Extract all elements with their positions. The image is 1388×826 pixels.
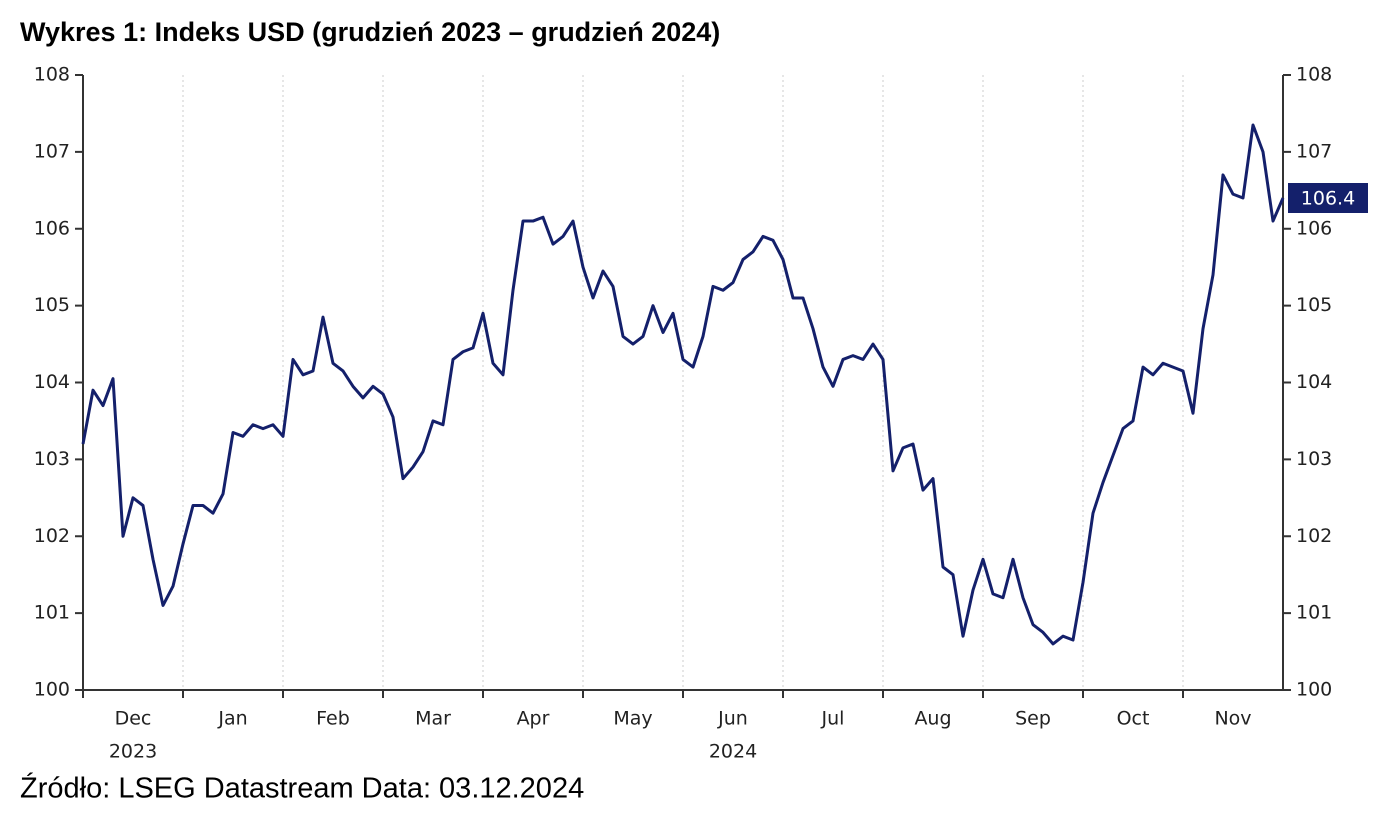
x-tick-label: Feb <box>316 708 350 730</box>
y-tick-label: 107 <box>34 140 70 162</box>
x-tick-label: Nov <box>1214 708 1251 730</box>
last-value-label: 106.4 <box>1301 188 1355 210</box>
y-tick-label: 104 <box>34 371 70 393</box>
x-tick-label: Dec <box>115 708 152 730</box>
x-tick-label: Jun <box>717 708 748 730</box>
line <box>81 123 1285 646</box>
y-tick-label: 100 <box>34 679 70 701</box>
y-tick-label: 106 <box>34 217 70 239</box>
x-tick-label: Apr <box>517 708 550 730</box>
chart-title: Wykres 1: Indeks USD (grudzień 2023 – gr… <box>20 17 720 47</box>
y-tick-label: 107 <box>1296 140 1332 162</box>
y-tick-label: 105 <box>34 294 70 316</box>
y-tick-label: 108 <box>1296 64 1332 86</box>
y-tick-label: 101 <box>1296 602 1332 624</box>
x-year-label: 2024 <box>709 741 757 763</box>
y-tick-label: 100 <box>1296 679 1332 701</box>
last-value-box <box>1288 183 1368 213</box>
x-tick-label: Oct <box>1117 708 1150 730</box>
y-tick-label: 105 <box>1296 294 1332 316</box>
x-tick-label: Jan <box>217 708 247 730</box>
x-year-label: 2023 <box>109 741 157 763</box>
y-tick-label: 103 <box>34 448 70 470</box>
x-tick-label: Aug <box>914 708 951 730</box>
y-tick-label: 108 <box>34 64 70 86</box>
y-tick-label: 102 <box>34 525 70 547</box>
y-tick-label: 106 <box>1296 217 1332 239</box>
x-tick-label: Jul <box>821 708 845 730</box>
y-tick-label: 101 <box>34 602 70 624</box>
source-note: Źródło: LSEG Datastream Data: 03.12.2024 <box>20 772 584 805</box>
x-tick-label: Sep <box>1015 708 1051 730</box>
y-tick-label: 104 <box>1296 371 1332 393</box>
y-tick-label: 102 <box>1296 525 1332 547</box>
x-tick-label: May <box>613 708 652 730</box>
y-tick-label: 103 <box>1296 448 1332 470</box>
x-tick-label: Mar <box>415 708 451 730</box>
